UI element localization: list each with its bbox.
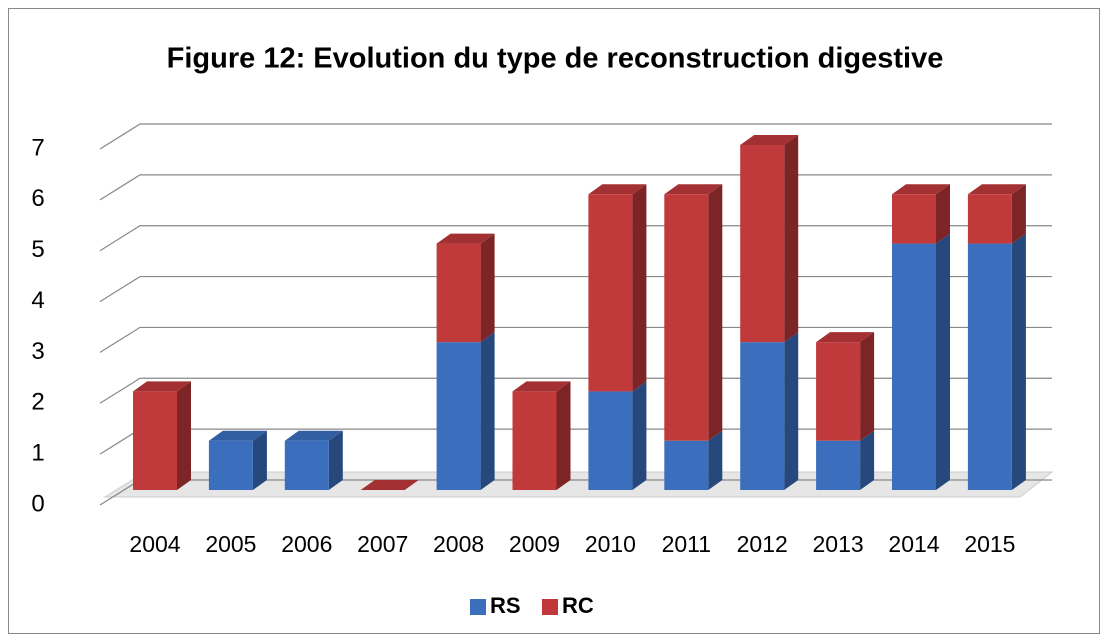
y-tick-label: 4 (31, 287, 44, 314)
bar (284, 440, 329, 490)
bar (967, 243, 1012, 490)
bar-side (708, 184, 723, 441)
bar (740, 145, 785, 343)
legend-swatch (542, 599, 558, 615)
x-tick-label: 2015 (964, 531, 1015, 557)
bar (664, 194, 709, 441)
bar (967, 194, 1012, 244)
bar (740, 342, 785, 490)
bar (133, 391, 177, 490)
bar-top (133, 381, 191, 392)
x-tick-label: 2009 (509, 531, 560, 557)
x-tick-label: 2008 (433, 531, 484, 557)
bar-side (252, 430, 267, 490)
bar-side (860, 332, 875, 441)
x-tick-label: 2013 (813, 531, 864, 557)
bar-side (784, 332, 799, 490)
bar-top (664, 184, 723, 195)
bar (588, 391, 633, 490)
bar-side (936, 184, 950, 244)
bar-top (816, 332, 875, 343)
bar-top (512, 381, 571, 392)
bar-side (480, 332, 495, 490)
bar-top (740, 135, 799, 145)
bar (512, 391, 557, 490)
bar-side (936, 233, 950, 491)
x-tick-label: 2011 (662, 531, 711, 557)
y-tick-label: 6 (31, 185, 44, 212)
x-tick-label: 2007 (357, 531, 408, 557)
bar-side (480, 233, 495, 343)
bar-side (328, 430, 343, 490)
bar-side (556, 381, 571, 490)
y-tick-label: 7 (31, 134, 44, 161)
x-tick-label: 2012 (737, 531, 788, 557)
bar (588, 194, 633, 392)
legend-swatch (470, 599, 486, 615)
y-tick-label: 2 (31, 389, 44, 416)
bar-top (208, 430, 267, 441)
y-tick-label: 5 (31, 236, 44, 263)
legend-label: RS (490, 593, 521, 618)
x-tick-label: 2006 (281, 531, 332, 557)
bar-top (360, 480, 419, 490)
chart-title: Figure 12: Evolution du type de reconstr… (167, 43, 944, 75)
bar-top (436, 233, 495, 244)
bar-top (967, 184, 1026, 195)
bar-side (708, 430, 723, 490)
bar-side (860, 430, 875, 490)
y-tick-label: 0 (31, 490, 44, 517)
bar (664, 440, 709, 490)
bar-side (177, 381, 191, 490)
bar-side (632, 184, 647, 392)
grid-line (99, 123, 1052, 150)
bar (892, 243, 936, 490)
bar (892, 194, 936, 244)
bar-side (1011, 233, 1026, 491)
bar-side (1011, 184, 1026, 244)
bar (436, 342, 481, 490)
bar-side (784, 135, 799, 343)
bar (436, 243, 481, 343)
x-tick-label: 2005 (205, 531, 256, 557)
x-tick-label: 2010 (585, 531, 636, 557)
bar (208, 440, 253, 490)
x-tick-label: 2004 (129, 531, 180, 557)
y-tick-label: 1 (31, 439, 44, 466)
bar (816, 342, 861, 441)
bar (816, 440, 861, 490)
y-tick-label: 3 (31, 338, 44, 365)
legend-label: RC (562, 593, 594, 618)
bar-top (284, 430, 343, 441)
bar-top (588, 184, 647, 195)
bar-top (892, 184, 950, 195)
x-tick-label: 2014 (888, 531, 939, 557)
bar-side (632, 381, 647, 490)
